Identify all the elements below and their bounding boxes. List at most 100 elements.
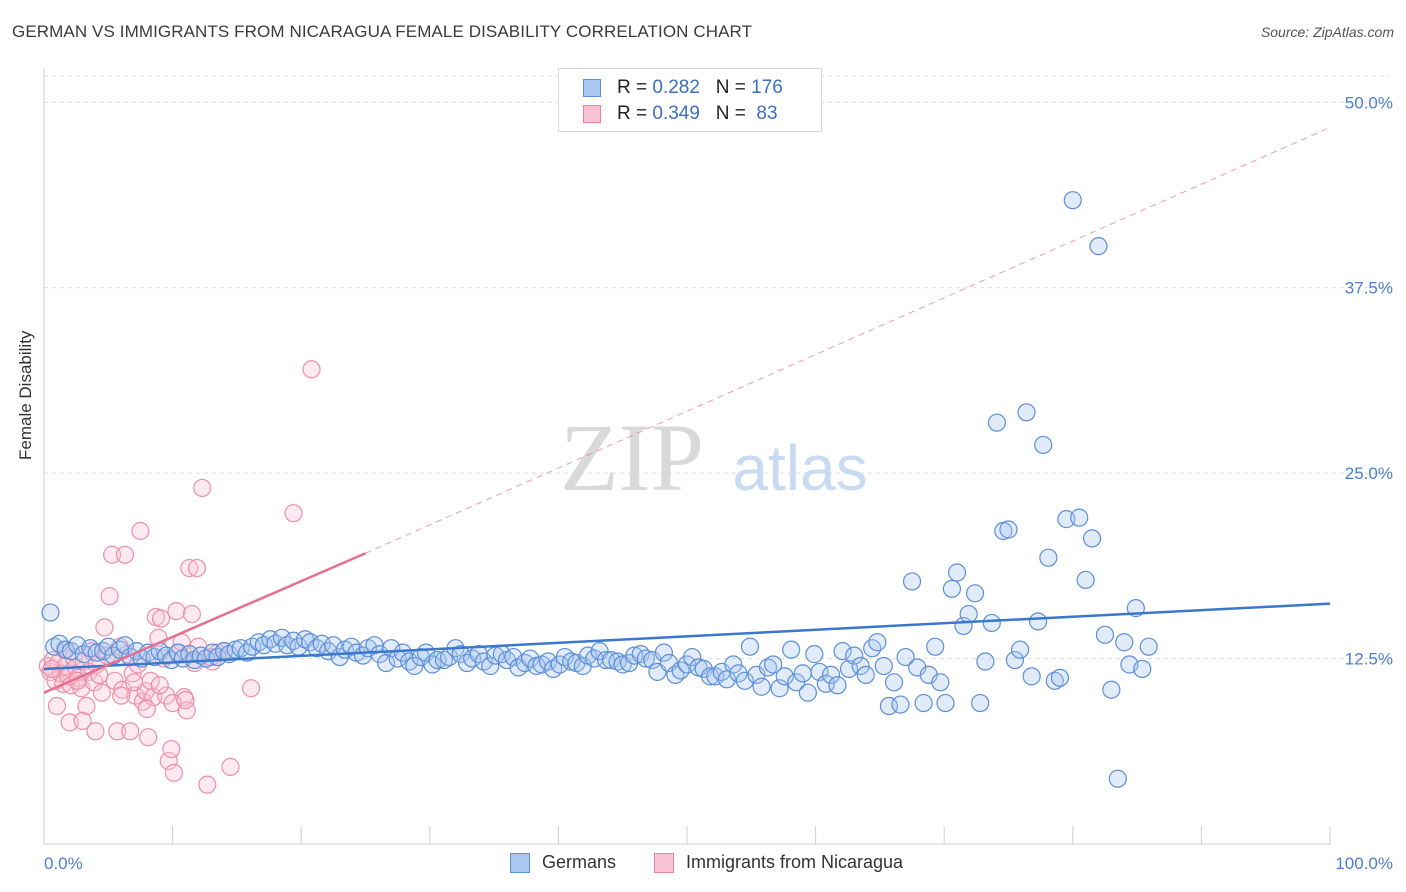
data-point [182, 604, 201, 624]
data-point [965, 584, 985, 603]
data-point [100, 587, 119, 606]
series-germans-points [41, 191, 1158, 788]
data-point [874, 656, 893, 676]
data-point [891, 695, 910, 714]
watermark: ZIP atlas [560, 404, 868, 511]
data-point [982, 613, 1001, 633]
data-point [164, 763, 183, 782]
y-tick-label-2: 37.5% [1345, 279, 1393, 298]
data-point [157, 686, 176, 705]
data-point [115, 545, 135, 564]
data-point [77, 696, 96, 716]
data-point [931, 673, 950, 692]
data-point [787, 673, 806, 692]
data-point [1089, 237, 1108, 256]
data-point [1095, 625, 1115, 644]
data-point [608, 652, 627, 671]
x-tick-label-max: 100.0% [1335, 854, 1393, 873]
data-point [108, 722, 127, 741]
data-point [115, 636, 135, 655]
y-tick-label-3: 50.0% [1345, 93, 1393, 112]
data-point [782, 640, 801, 659]
data-point [758, 658, 778, 677]
data-point [1070, 508, 1089, 527]
data-point [131, 521, 150, 541]
data-point [683, 647, 702, 667]
data-point [724, 655, 743, 674]
data-point [241, 679, 261, 698]
data-point [602, 650, 621, 670]
data-point [221, 757, 240, 776]
data-point [1028, 612, 1048, 631]
data-point [936, 693, 955, 713]
data-point [914, 693, 933, 713]
data-point [596, 650, 616, 670]
legend-n-nicaragua: 83 [751, 103, 778, 124]
data-point [821, 665, 841, 684]
data-point [1102, 680, 1121, 699]
data-point [302, 360, 321, 379]
x-tick-label-min: 0.0% [44, 854, 83, 873]
data-point [770, 679, 789, 698]
data-point [312, 634, 331, 653]
data-point [238, 643, 257, 662]
bottom-legend-swatch-nicaragua [654, 853, 674, 873]
data-point [162, 650, 181, 670]
data-point [1017, 403, 1036, 422]
axes-layer [43, 68, 1331, 845]
data-point [971, 693, 990, 713]
data-point [176, 691, 195, 710]
data-point [740, 637, 760, 656]
data-point [41, 603, 60, 622]
data-point [654, 643, 673, 662]
data-point [879, 696, 899, 716]
legend-n-germans: 176 [751, 77, 783, 98]
legend: R = 0.282 N = 176 R = 0.349 N = 83 [558, 68, 822, 132]
data-point [167, 601, 186, 621]
series-nicaragua-points [38, 360, 321, 794]
data-point [393, 643, 412, 662]
data-point [987, 413, 1007, 432]
data-point [735, 671, 754, 690]
data-point [428, 650, 447, 670]
legend-r-germans: 0.282 [652, 77, 700, 98]
data-point [999, 520, 1018, 539]
data-point [851, 656, 870, 676]
data-point [1082, 529, 1102, 548]
data-point [151, 609, 171, 628]
data-point [162, 739, 181, 759]
data-point [198, 775, 217, 794]
data-point [180, 558, 199, 578]
data-point [124, 673, 144, 692]
data-point [764, 655, 783, 674]
data-point [976, 652, 995, 671]
tick-labels: 12.5% 25.0% 37.5% 50.0% 0.0% 100.0% [44, 93, 1393, 873]
data-point [370, 645, 389, 664]
data-point [284, 504, 303, 523]
data-point [1063, 191, 1082, 210]
data-point [828, 676, 847, 695]
data-point [729, 664, 748, 683]
data-point [521, 649, 540, 668]
data-point [793, 664, 812, 683]
data-point [73, 711, 92, 730]
data-point [1010, 640, 1030, 659]
source-note: Source: ZipAtlas.com [1260, 24, 1394, 40]
y-axis-label: Female Disability [16, 330, 35, 460]
watermark-atlas: atlas [732, 432, 867, 504]
data-point [481, 656, 500, 676]
bottom-legend-swatch-germans [510, 853, 530, 873]
trend-lines [43, 127, 1331, 694]
data-point [86, 722, 105, 741]
data-point [45, 637, 64, 656]
data-point [942, 579, 962, 598]
data-point [947, 563, 967, 582]
data-point [863, 639, 882, 658]
chart-title: GERMAN VS IMMIGRANTS FROM NICARAGUA FEMA… [12, 22, 753, 41]
data-point [868, 633, 887, 652]
y-tick-label-1: 25.0% [1345, 464, 1393, 483]
bottom-legend-label-nicaragua: Immigrants from Nicaragua [686, 852, 904, 872]
data-point [775, 667, 794, 686]
data-point [405, 656, 424, 676]
data-point [1022, 667, 1041, 686]
